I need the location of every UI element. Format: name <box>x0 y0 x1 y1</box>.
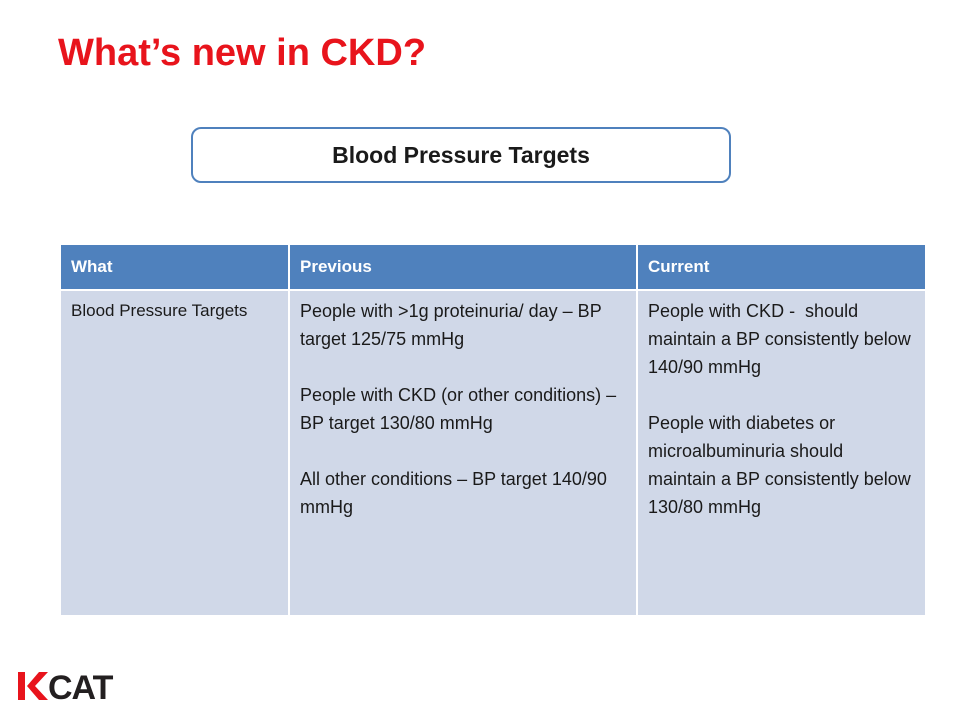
previous-line-3: All other conditions – BP target 140/90 … <box>300 469 612 517</box>
section-heading: Blood Pressure Targets <box>332 141 590 168</box>
previous-line-2: People with CKD (or other conditions) – … <box>300 385 622 433</box>
bp-targets-table: What Previous Current Blood Pressure Tar… <box>61 245 925 615</box>
previous-line-1: People with >1g proteinuria/ day – BP ta… <box>300 301 607 349</box>
current-line-1: People with CKD - should maintain a BP c… <box>648 301 916 377</box>
table-row: Blood Pressure Targets People with >1g p… <box>61 290 925 615</box>
cell-what-text: Blood Pressure Targets <box>71 301 248 320</box>
header-current: Current <box>636 245 925 290</box>
section-heading-box: Blood Pressure Targets <box>191 127 731 183</box>
cell-previous: People with >1g proteinuria/ day – BP ta… <box>288 290 637 615</box>
current-line-2: People with diabetes or microalbuminuria… <box>648 413 916 517</box>
logo-text: CAT <box>48 669 114 704</box>
header-what: What <box>61 245 289 290</box>
cell-what: Blood Pressure Targets <box>61 290 289 615</box>
header-previous: Previous <box>288 245 637 290</box>
slide-title: What’s new in CKD? <box>58 32 427 74</box>
kcat-logo: CAT <box>18 669 115 704</box>
table-header-row: What Previous Current <box>61 245 925 290</box>
cell-current: People with CKD - should maintain a BP c… <box>636 290 925 615</box>
